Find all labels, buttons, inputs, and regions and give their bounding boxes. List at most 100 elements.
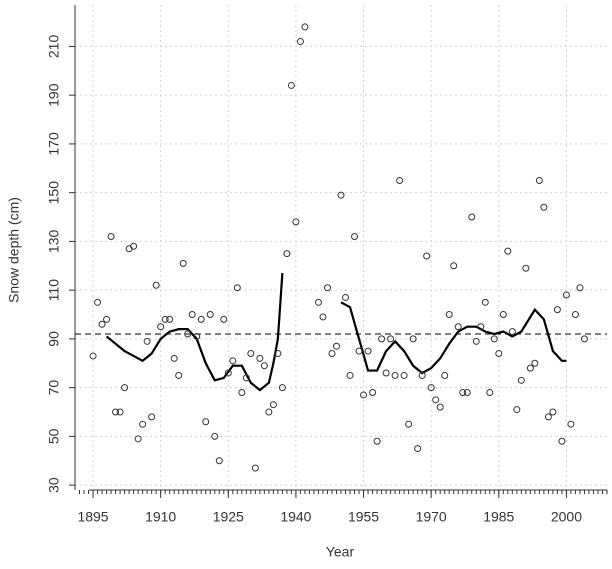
smooth-line <box>105 273 567 392</box>
point <box>499 311 507 319</box>
y-tick-label: 190 <box>46 83 62 107</box>
point <box>400 371 408 379</box>
x-tick-label: 1940 <box>280 509 311 525</box>
point <box>215 457 223 465</box>
point <box>107 233 115 241</box>
point <box>251 464 259 472</box>
point <box>103 315 111 323</box>
point <box>405 420 413 428</box>
point <box>238 389 246 397</box>
point <box>283 250 291 258</box>
point <box>463 389 471 397</box>
point <box>531 359 539 367</box>
point <box>382 369 390 377</box>
point <box>558 437 566 445</box>
point <box>391 371 399 379</box>
point <box>98 320 106 328</box>
point <box>540 203 548 211</box>
point <box>112 408 120 416</box>
point <box>369 389 377 397</box>
point <box>342 293 350 301</box>
x-tick-label: 1985 <box>483 509 514 525</box>
point <box>211 432 219 440</box>
point <box>553 306 561 314</box>
x-tick-label: 1895 <box>77 509 108 525</box>
point <box>459 389 467 397</box>
point <box>436 403 444 411</box>
point <box>495 350 503 358</box>
point <box>337 191 345 199</box>
point <box>355 347 363 355</box>
y-tick-label: 130 <box>46 230 62 254</box>
point <box>278 384 286 392</box>
point <box>130 242 138 250</box>
point <box>188 311 196 319</box>
point <box>89 352 97 360</box>
point <box>193 332 201 340</box>
point <box>535 176 543 184</box>
y-axis-label: Snow depth (cm) <box>6 197 22 303</box>
point <box>301 23 309 31</box>
point <box>139 420 147 428</box>
point <box>314 298 322 306</box>
y-tick-label: 150 <box>46 181 62 205</box>
point <box>175 371 183 379</box>
point <box>94 298 102 306</box>
point <box>202 418 210 426</box>
point <box>242 374 250 382</box>
point <box>477 323 485 331</box>
point <box>170 354 178 362</box>
point <box>346 371 354 379</box>
point <box>184 330 192 338</box>
point <box>567 420 575 428</box>
point <box>148 413 156 421</box>
y-tick-label: 210 <box>46 35 62 59</box>
point <box>274 350 282 358</box>
point <box>269 401 277 409</box>
point <box>513 406 521 414</box>
point <box>351 233 359 241</box>
point <box>292 218 300 226</box>
point <box>409 335 417 343</box>
point <box>450 262 458 270</box>
point <box>157 323 165 331</box>
point <box>197 315 205 323</box>
point <box>490 335 498 343</box>
point <box>580 335 588 343</box>
point <box>454 323 462 331</box>
point <box>562 291 570 299</box>
point <box>328 350 336 358</box>
y-tick-label: 90 <box>46 331 62 347</box>
point <box>441 371 449 379</box>
point <box>396 176 404 184</box>
point <box>387 335 395 343</box>
point <box>423 252 431 260</box>
point <box>571 311 579 319</box>
x-tick-label: 1955 <box>348 509 379 525</box>
point <box>486 389 494 397</box>
point <box>517 376 525 384</box>
x-tick-label: 1970 <box>416 509 447 525</box>
x-axis-label: Year <box>326 544 355 560</box>
point <box>332 342 340 350</box>
point <box>121 384 129 392</box>
point <box>287 81 295 89</box>
point <box>526 364 534 372</box>
point <box>143 337 151 345</box>
point <box>247 350 255 358</box>
point <box>481 298 489 306</box>
x-tick-label: 1910 <box>145 509 176 525</box>
y-tick-label: 170 <box>46 132 62 156</box>
point <box>229 357 237 365</box>
point <box>360 391 368 399</box>
point <box>233 284 241 292</box>
point <box>166 315 174 323</box>
x-tick-label: 2000 <box>551 509 582 525</box>
point <box>522 264 530 272</box>
point <box>414 445 422 453</box>
point <box>504 247 512 255</box>
point <box>179 259 187 267</box>
x-tick-label: 1925 <box>213 509 244 525</box>
point <box>445 311 453 319</box>
